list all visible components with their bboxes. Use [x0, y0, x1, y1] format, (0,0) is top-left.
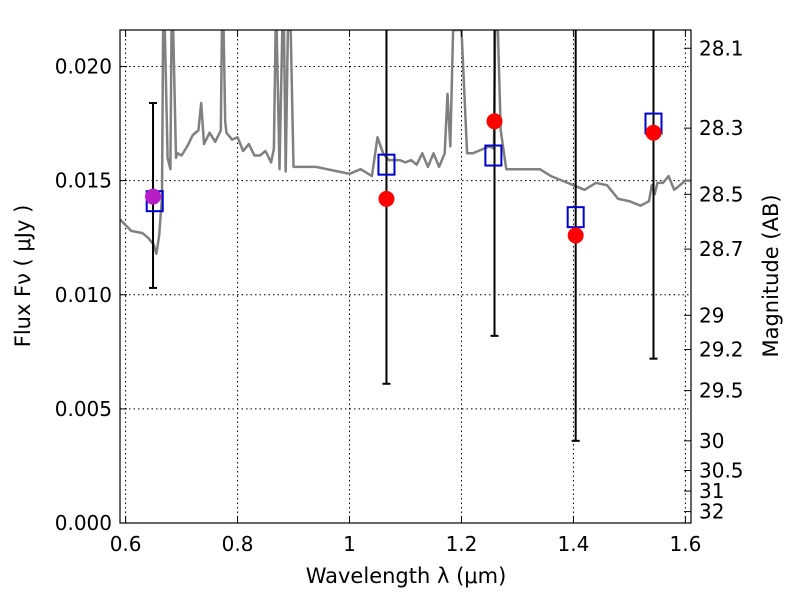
model-photometry-square [484, 144, 503, 167]
x-tick-label: 1.4 [558, 532, 590, 556]
right-axis-label: Magnitude (AB) [759, 194, 783, 357]
plot-frame [119, 29, 692, 524]
model-photometry-square [566, 206, 585, 229]
right-tick-label: 30 [699, 429, 724, 453]
right-tick-label: 30.5 [699, 459, 744, 483]
x-tick-label: 1 [343, 532, 356, 556]
model-photometry-square [377, 153, 396, 176]
y-axis-label: Flux Fν ( μJy ) [11, 205, 35, 348]
right-tick-label: 29 [699, 303, 724, 327]
right-tick-label: 28.1 [699, 36, 744, 60]
right-tick-label: 28.3 [699, 116, 744, 140]
x-tick-label: 1.2 [446, 532, 478, 556]
observed-flux-point [486, 113, 503, 130]
right-tick-label: 29.2 [699, 338, 744, 362]
x-axis-label: Wavelength λ (μm) [306, 564, 507, 588]
right-tick-label: 28.5 [699, 182, 744, 206]
observed-flux-point [145, 188, 162, 205]
x-tick-label: 0.8 [222, 532, 254, 556]
y-tick-label: 0.020 [55, 55, 112, 79]
observed-flux-point [645, 124, 662, 141]
model-spectrum-line [120, 30, 691, 255]
right-tick-label: 31 [699, 479, 724, 503]
right-tick-label: 29.5 [699, 379, 744, 403]
observed-flux-point [378, 190, 395, 207]
right-tick-label: 32 [699, 500, 724, 524]
grid [120, 30, 691, 523]
x-tick-label: 0.6 [110, 532, 142, 556]
axes: 0.6 0.8 1 1.2 1.4 1.6 0.000 0.005 0.010 0.015 0.02… [55, 30, 744, 556]
y-tick-label: 0.015 [55, 169, 112, 193]
x-tick-label: 1.6 [669, 532, 701, 556]
data-layer [120, 30, 691, 442]
observed-flux-point [567, 227, 584, 244]
y-tick-label: 0.010 [55, 283, 112, 307]
right-tick-label: 28.7 [699, 237, 744, 261]
y-tick-label: 0.000 [55, 511, 112, 535]
y-tick-label: 0.005 [55, 397, 112, 421]
